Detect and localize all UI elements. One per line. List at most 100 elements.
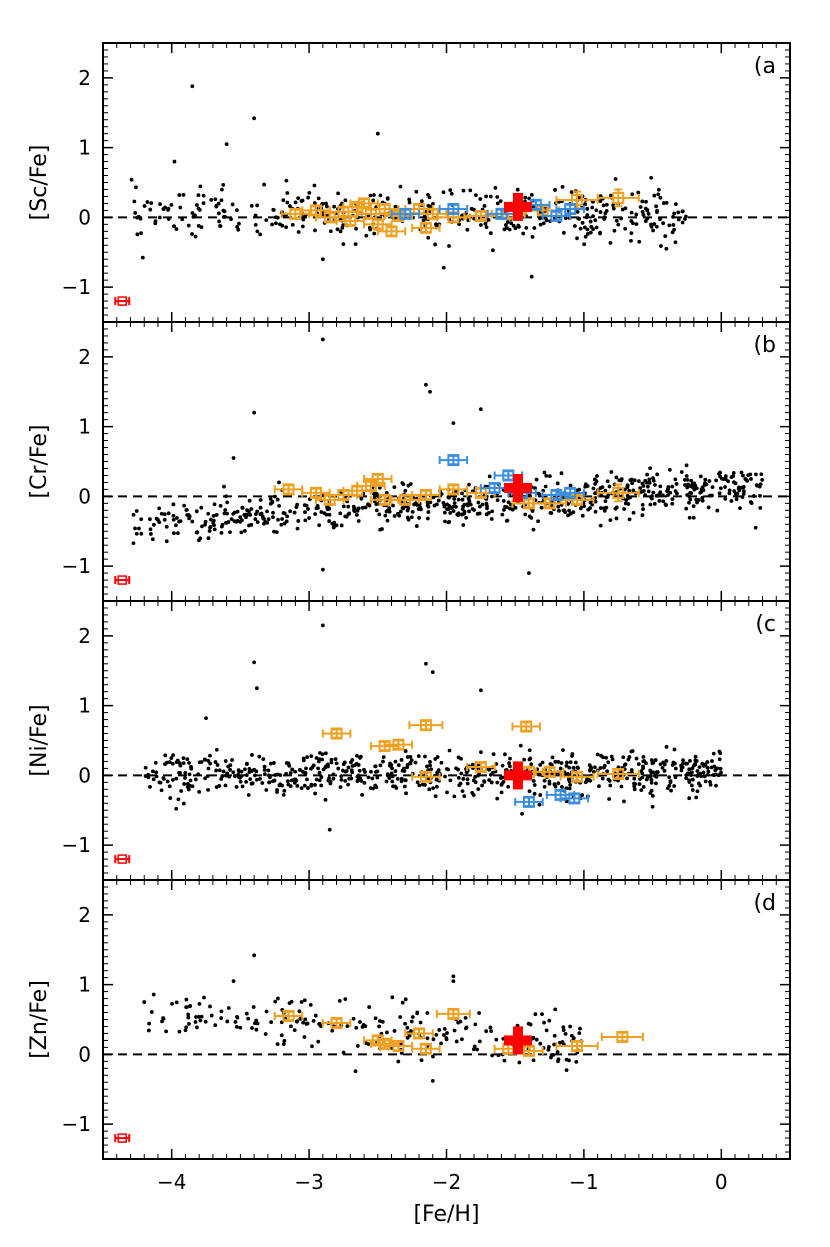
- field-star: [217, 211, 221, 216]
- typical-error: [114, 854, 131, 864]
- typical-error-box: [117, 296, 127, 306]
- field-star: [285, 200, 290, 205]
- field-star: [680, 209, 685, 214]
- field-star: [218, 503, 223, 508]
- field-star: [148, 527, 153, 532]
- field-star: [217, 768, 222, 773]
- field-star: [532, 226, 537, 230]
- field-star: [417, 515, 422, 520]
- field-star: [231, 770, 236, 775]
- field-star: [658, 217, 662, 222]
- field-star: [552, 1033, 557, 1038]
- field-star: [310, 1044, 314, 1049]
- field-star: [431, 786, 435, 791]
- field-star: [482, 779, 486, 784]
- field-star: [425, 516, 430, 521]
- field-star: [236, 772, 241, 777]
- field-star: [284, 771, 288, 776]
- field-star: [563, 216, 568, 220]
- field-star: [196, 206, 201, 211]
- field-star: [219, 530, 224, 535]
- field-star: [362, 780, 367, 785]
- field-star: [658, 195, 663, 200]
- field-star: [299, 1000, 304, 1004]
- field-star: [206, 766, 211, 771]
- field-star: [527, 789, 532, 794]
- target-star: [503, 192, 532, 221]
- field-star: [302, 783, 307, 788]
- field-star: [501, 499, 506, 503]
- field-star: [391, 503, 395, 508]
- field-star: [358, 755, 362, 760]
- field-star: [714, 783, 718, 788]
- field-star: [175, 516, 179, 520]
- field-star: [428, 763, 432, 768]
- field-star: [713, 772, 718, 777]
- field-star: [255, 229, 260, 234]
- field-star: [176, 531, 180, 536]
- field-star: [465, 227, 470, 232]
- field-star: [151, 522, 156, 527]
- field-star: [194, 509, 199, 514]
- field-star: [672, 211, 677, 216]
- field-star: [275, 1042, 280, 1046]
- field-star: [190, 784, 195, 789]
- field-star: [317, 770, 322, 775]
- field-star: [537, 492, 542, 497]
- field-star: [337, 998, 342, 1003]
- field-star: [539, 505, 544, 510]
- field-star: [164, 539, 169, 544]
- field-star: [316, 759, 321, 764]
- field-star: [651, 478, 656, 483]
- field-star: [434, 784, 439, 789]
- field-star: [643, 219, 648, 224]
- field-star: [528, 1022, 533, 1027]
- field-star: [213, 1023, 218, 1027]
- field-star: [612, 228, 617, 233]
- field-star: [132, 199, 137, 204]
- field-star: [461, 777, 466, 781]
- field-star: [608, 783, 613, 788]
- field-star: [673, 202, 678, 206]
- field-star: [134, 509, 139, 513]
- field-star: [183, 770, 188, 775]
- field-star: [504, 505, 509, 510]
- square-marker: [392, 209, 405, 222]
- field-star: [553, 188, 557, 192]
- field-star: [252, 116, 257, 121]
- field-star: [233, 1020, 238, 1024]
- field-star: [482, 204, 487, 208]
- square-marker: [571, 1040, 584, 1053]
- field-star: [385, 196, 390, 201]
- orange-sample: [273, 1007, 644, 1057]
- panel-1: −1 0 1 2 (a [Sc/Fe]: [27, 42, 791, 323]
- field-star: [499, 790, 504, 795]
- square-marker: [385, 225, 398, 238]
- field-star: [197, 1001, 202, 1006]
- field-star: [544, 1028, 549, 1033]
- field-star: [237, 221, 241, 226]
- field-star: [446, 495, 451, 499]
- field-star: [279, 522, 284, 527]
- y-tick-label: 2: [78, 903, 91, 927]
- orange-point: [404, 1027, 434, 1040]
- square-marker: [447, 454, 460, 467]
- field-star: [403, 1021, 407, 1026]
- field-star: [613, 177, 618, 181]
- field-star: [334, 523, 339, 528]
- field-star: [262, 768, 267, 772]
- field-star: [346, 504, 351, 509]
- field-star: [506, 784, 511, 789]
- field-star: [377, 1024, 382, 1029]
- field-star: [476, 500, 481, 505]
- field-star: [538, 1041, 543, 1046]
- field-star: [305, 777, 309, 782]
- field-star: [585, 227, 590, 232]
- blue-point: [559, 792, 590, 805]
- field-star: [598, 523, 603, 528]
- field-star: [488, 1025, 493, 1030]
- field-star: [553, 759, 558, 764]
- field-star: [665, 487, 670, 492]
- field-star: [225, 511, 229, 516]
- field-star: [542, 778, 547, 783]
